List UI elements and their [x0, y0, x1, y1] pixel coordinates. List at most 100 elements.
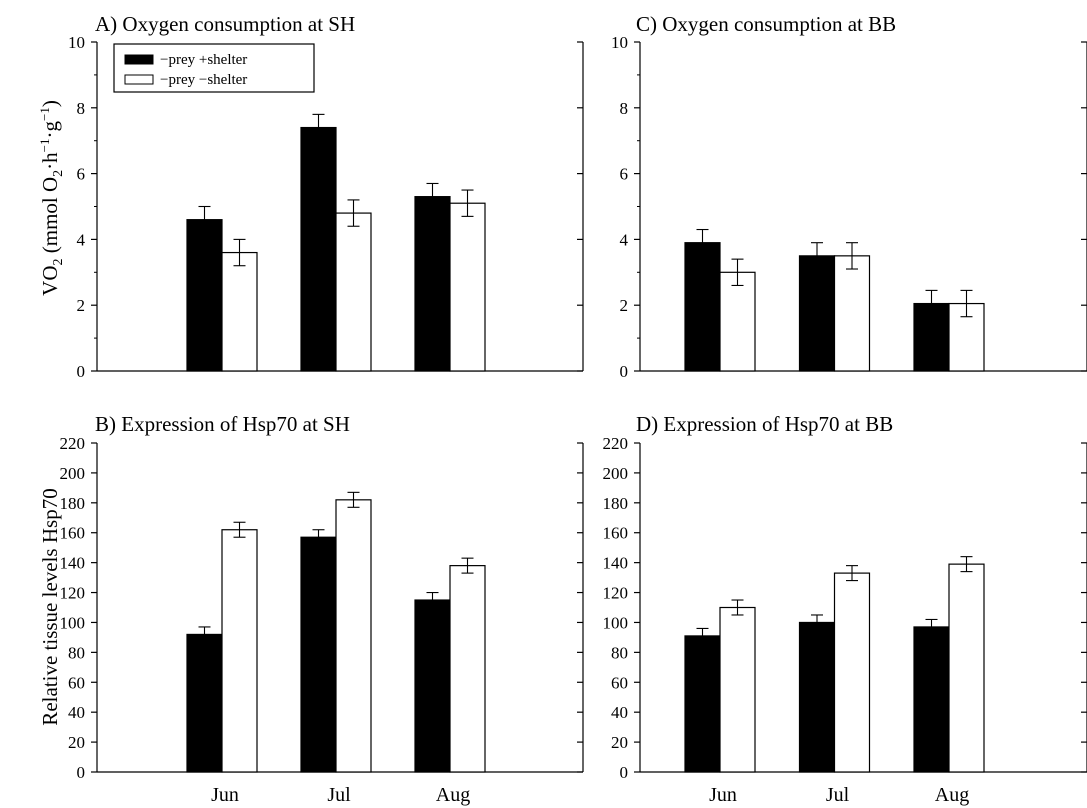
panel-c: C) Oxygen consumption at BB 0 2 4 6 8 10 — [611, 12, 1087, 381]
y-tick-label: 220 — [60, 434, 86, 453]
panel-title: D) Expression of Hsp70 at BB — [636, 412, 893, 436]
error-bar — [960, 556, 973, 573]
y-tick-label: 10 — [68, 33, 85, 52]
y-tick-label: 180 — [603, 494, 629, 513]
error-bar — [461, 189, 474, 217]
error-bar — [461, 557, 474, 574]
error-bar — [925, 289, 938, 318]
y-tick-label: 100 — [603, 613, 629, 632]
legend-swatch — [124, 74, 154, 85]
y-tick-label: 0 — [620, 763, 629, 782]
bar-prey-shelter — [684, 242, 721, 372]
bar-prey-shelter — [186, 633, 223, 773]
bar-prey-noshelter — [833, 255, 871, 372]
bar-prey-shelter — [913, 626, 950, 773]
bar-prey-shelter — [684, 635, 721, 773]
x-tick-label: Jun — [709, 784, 737, 806]
y-tick-label: 6 — [77, 165, 86, 184]
y-tick-label: 80 — [68, 643, 85, 662]
error-bar — [312, 529, 325, 546]
bar-prey-noshelter — [335, 212, 372, 372]
error-bar — [925, 618, 938, 635]
y-tick-label: 2 — [620, 296, 629, 315]
y-tick-label: 60 — [611, 673, 628, 692]
legend-swatch — [124, 54, 154, 65]
y-tick-label: 140 — [603, 554, 629, 573]
y-axis-label-bottom: Relative tissue levels Hsp70 — [38, 488, 62, 725]
y-tick-label: 0 — [77, 362, 86, 381]
legend: −prey +shelter −prey −shelter — [113, 43, 315, 93]
y-tick-label: 10 — [611, 33, 628, 52]
panel-d: D) Expression of Hsp70 at BB 0 20 40 60 80 100… — [603, 412, 1087, 806]
panel-title: B) Expression of Hsp70 at SH — [95, 412, 350, 436]
y-tick-label: 200 — [603, 464, 629, 483]
y-tick-label: 0 — [620, 362, 629, 381]
bar-prey-noshelter — [221, 529, 258, 773]
bar-prey-noshelter — [948, 563, 985, 773]
x-tick-label: Jul — [327, 784, 351, 806]
x-tick-label: Aug — [935, 784, 969, 806]
y-tick-label: 20 — [68, 733, 85, 752]
bar-prey-shelter — [798, 621, 836, 773]
error-bar — [347, 199, 360, 227]
error-bar — [846, 242, 858, 270]
error-bar — [811, 614, 823, 631]
error-bar — [198, 626, 211, 643]
error-bar — [846, 565, 858, 582]
panel-b: B) Expression of Hsp70 at SH 0 20 40 60 80 100… — [60, 412, 584, 806]
y-tick-label: 40 — [68, 703, 85, 722]
legend-label: −prey +shelter — [160, 52, 247, 68]
bar-prey-noshelter — [719, 606, 756, 773]
panel-title: A) Oxygen consumption at SH — [95, 12, 355, 36]
error-bar — [347, 491, 360, 508]
y-tick-label: 160 — [60, 524, 86, 543]
y-tick-label: 4 — [77, 230, 86, 249]
y-tick-label: 8 — [77, 99, 86, 118]
y-tick-label: 40 — [611, 703, 628, 722]
y-tick-label: 4 — [620, 230, 629, 249]
bar-prey-shelter — [414, 599, 451, 773]
error-bar — [233, 238, 246, 267]
y-tick-label: 120 — [60, 584, 86, 603]
bar-prey-noshelter — [221, 251, 258, 372]
error-bar — [731, 258, 744, 287]
bar-prey-shelter — [186, 219, 223, 372]
y-tick-label: 120 — [603, 584, 629, 603]
bar-prey-noshelter — [449, 565, 486, 773]
y-axis-label-top: VO2 (mmol O2·h−1·g−1) — [37, 100, 66, 296]
y-tick-label: 160 — [603, 524, 629, 543]
error-bar — [731, 599, 744, 616]
y-tick-label: 180 — [60, 494, 86, 513]
y-tick-label: 200 — [60, 464, 86, 483]
y-tick-label: 100 — [60, 613, 86, 632]
error-bar — [426, 591, 439, 609]
y-tick-label: 6 — [620, 165, 629, 184]
x-tick-label: Aug — [436, 784, 470, 806]
panel-title: C) Oxygen consumption at BB — [636, 12, 896, 36]
error-bar — [426, 182, 439, 211]
bar-prey-shelter — [300, 126, 337, 372]
bar-prey-noshelter — [833, 572, 871, 773]
y-tick-label: 0 — [77, 763, 86, 782]
y-tick-label: 80 — [611, 643, 628, 662]
y-tick-label: 20 — [611, 733, 628, 752]
error-bar — [811, 242, 823, 270]
panel-a: A) Oxygen consumption at SH 0 2 4 6 8 10 −prey … — [68, 12, 584, 381]
error-bar — [696, 627, 709, 644]
bar-prey-shelter — [798, 255, 836, 372]
bar-prey-noshelter — [335, 499, 372, 773]
error-bar — [312, 113, 325, 142]
error-bar — [198, 205, 211, 234]
y-tick-label: 2 — [77, 296, 86, 315]
bar-prey-noshelter — [719, 271, 756, 372]
error-bar — [696, 228, 709, 257]
error-bar — [233, 521, 246, 538]
bar-prey-shelter — [414, 196, 451, 372]
legend-label: −prey −shelter — [160, 72, 247, 88]
x-tick-label: Jul — [826, 784, 850, 806]
y-tick-label: 60 — [68, 673, 85, 692]
y-tick-label: 8 — [620, 99, 629, 118]
y-tick-label: 220 — [603, 434, 629, 453]
error-bar — [960, 289, 973, 318]
